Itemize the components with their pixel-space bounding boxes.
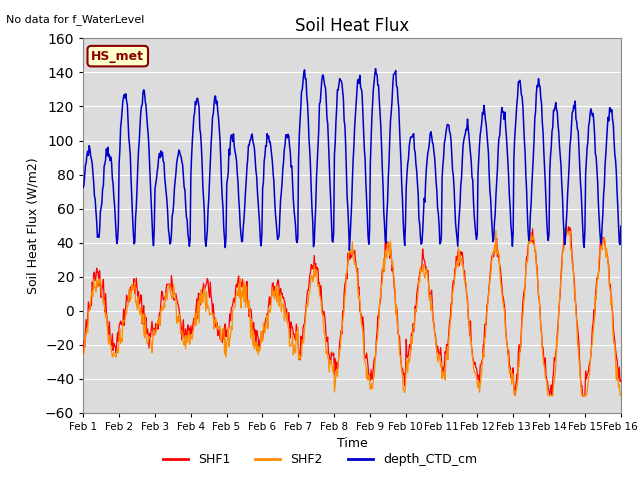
- Text: No data for f_WaterLevel: No data for f_WaterLevel: [6, 14, 145, 25]
- Text: HS_met: HS_met: [92, 49, 144, 62]
- Legend: SHF1, SHF2, depth_CTD_cm: SHF1, SHF2, depth_CTD_cm: [158, 448, 482, 471]
- X-axis label: Time: Time: [337, 437, 367, 450]
- Title: Soil Heat Flux: Soil Heat Flux: [295, 17, 409, 36]
- Y-axis label: Soil Heat Flux (W/m2): Soil Heat Flux (W/m2): [26, 157, 40, 294]
